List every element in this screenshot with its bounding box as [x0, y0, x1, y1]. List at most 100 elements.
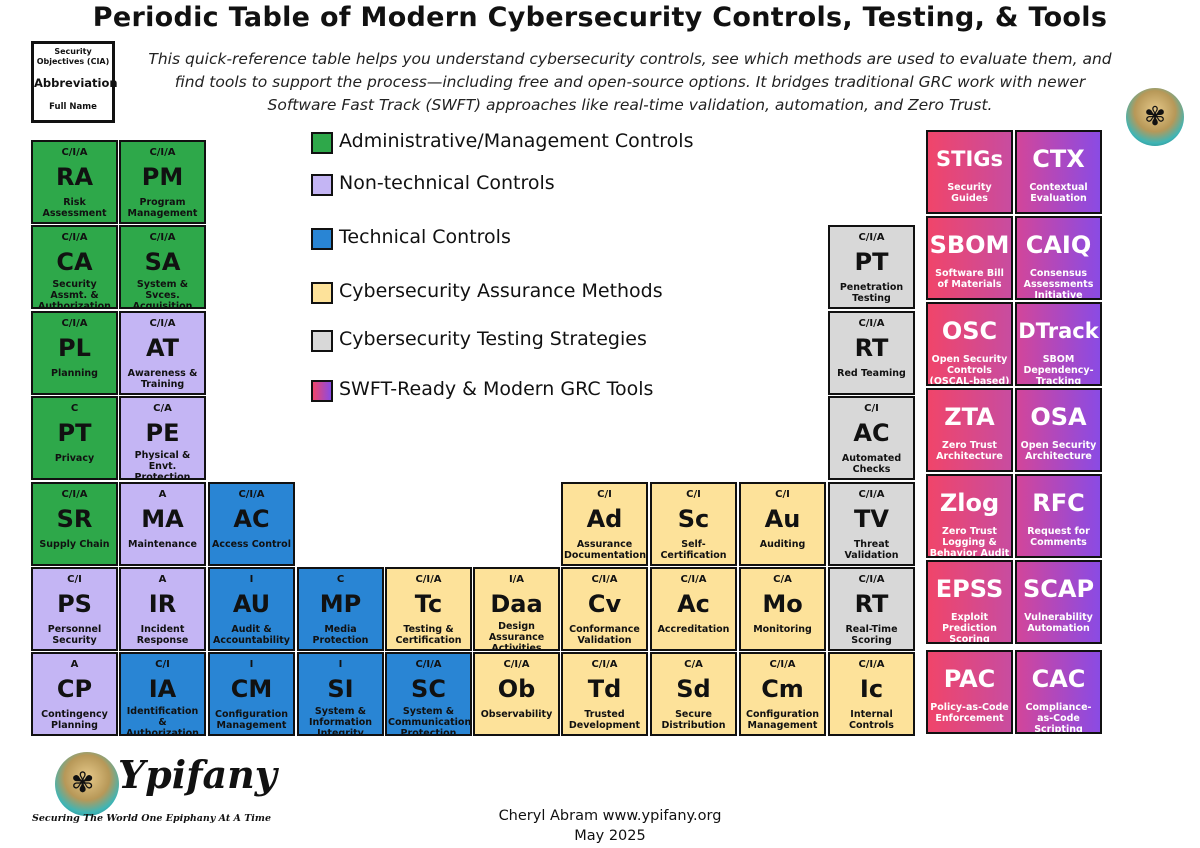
footer-author: Cheryl Abram www.ypifany.org [498, 808, 722, 824]
element-tile-ma: A MA Maintenance [119, 482, 206, 566]
legend-swatch [311, 132, 333, 154]
element-abbreviation: Sd [676, 675, 711, 703]
element-abbreviation: Au [764, 505, 801, 533]
tool-abbreviation: Zlog [939, 489, 1000, 517]
element-abbreviation: SC [411, 675, 446, 703]
element-cia: C/I/A [149, 232, 176, 243]
element-cia: C/I/A [858, 659, 885, 670]
tool-tile-cac: CAC Compliance-as-Code Scripting [1015, 650, 1102, 734]
legend-label: Administrative/Management Controls [339, 130, 694, 152]
element-abbreviation: Ob [497, 675, 536, 703]
tool-abbreviation: CTX [1032, 145, 1085, 173]
element-abbreviation: RT [854, 590, 889, 618]
element-abbreviation: IA [148, 675, 177, 703]
ypifany-logo-icon: ✾ [55, 752, 119, 816]
tool-tile-osc: OSC Open Security Controls (OSCAL-based) [926, 302, 1013, 386]
tool-abbreviation: OSC [941, 317, 998, 345]
element-tile-sd: C/A Sd Secure Distribution [650, 652, 737, 736]
element-cia: C/I/A [503, 659, 530, 670]
element-cia: C/A [684, 659, 703, 670]
element-tile-ca: C/I/A CA Security Assmt. & Authorization [31, 225, 118, 309]
element-abbreviation: Ac [677, 590, 710, 618]
tool-abbreviation: STIGs [936, 147, 1003, 171]
legend-label: SWFT-Ready & Modern GRC Tools [339, 378, 654, 400]
element-tile-ic: C/I/A Ic Internal Controls [828, 652, 915, 736]
element-cia: A [158, 574, 167, 585]
element-tile-sc: C/I/A SC System & Communication Protection [385, 652, 472, 736]
element-full-name: Self-Certification [660, 539, 727, 561]
legend-swatch [311, 228, 333, 250]
element-cia: C/I/A [415, 659, 442, 670]
element-abbreviation: Ic [859, 675, 884, 703]
page-title: Periodic Table of Modern Cybersecurity C… [92, 2, 1108, 33]
element-abbreviation: PL [58, 334, 91, 362]
element-full-name: Configuration Management [214, 709, 289, 731]
element-abbreviation: Td [587, 675, 622, 703]
element-cia: C/I [864, 403, 879, 414]
element-abbreviation: MP [319, 590, 362, 618]
element-full-name: System & Communication Protection [388, 706, 472, 736]
element-full-name: Secure Distribution [661, 709, 726, 731]
element-cia: C [336, 574, 345, 585]
element-tile-rt: C/I/A RT Red Teaming [828, 311, 915, 395]
legend-swatch [311, 174, 333, 196]
element-cia: A [70, 659, 79, 670]
element-cia: C/I [775, 489, 790, 500]
element-tile-mo: C/A Mo Monitoring [739, 567, 826, 651]
element-full-name: Maintenance [128, 539, 197, 550]
element-tile-cp: A CP Contingency Planning [31, 652, 118, 736]
tool-tile-rfc: RFC Request for Comments [1015, 474, 1102, 558]
element-abbreviation: AU [232, 590, 271, 618]
element-full-name: Incident Response [136, 624, 189, 646]
tool-tile-zlog: Zlog Zero Trust Logging & Behavior Audit [926, 474, 1013, 558]
element-tile-rt: C/I/A RT Real-Time Scoring [828, 567, 915, 651]
tool-full-name: Contextual Evaluation [1029, 182, 1088, 204]
tool-abbreviation: CAIQ [1025, 231, 1092, 259]
legend-swatch [311, 380, 333, 402]
tool-abbreviation: SCAP [1022, 575, 1095, 603]
element-tile-cm: C/I/A Cm Configuration Management [739, 652, 826, 736]
element-tile-at: C/I/A AT Awareness & Training [119, 311, 206, 395]
element-cia: C/I/A [591, 659, 618, 670]
element-cia: C/A [773, 574, 792, 585]
element-full-name: Physical & Envt. Protection [134, 450, 191, 480]
tool-full-name: Open Security Architecture [1020, 440, 1097, 462]
element-full-name: Penetration Testing [839, 282, 904, 304]
legend-label: Technical Controls [339, 226, 511, 248]
legend-swatch [311, 330, 333, 352]
element-cia: A [158, 489, 167, 500]
brand-logo-icon: ✾ [1126, 88, 1184, 146]
tool-tile-zta: ZTA Zero Trust Architecture [926, 388, 1013, 472]
element-tile-td: C/I/A Td Trusted Development [561, 652, 648, 736]
element-abbreviation: AC [233, 505, 270, 533]
element-cia: C/I/A [680, 574, 707, 585]
element-cia: C/I/A [858, 318, 885, 329]
element-full-name: Automated Checks [841, 453, 902, 475]
tool-full-name: Open Security Controls (OSCAL-based) [929, 354, 1010, 386]
element-abbreviation: Cm [761, 675, 804, 703]
element-full-name: Planning [51, 368, 98, 379]
tool-abbreviation: DTrack [1018, 319, 1099, 343]
tool-tile-epss: EPSS Exploit Prediction Scoring System [926, 560, 1013, 644]
tool-abbreviation: RFC [1032, 489, 1085, 517]
tool-tile-scap: SCAP Vulnerability Automation [1015, 560, 1102, 644]
tool-full-name: Compliance-as-Code Scripting [1025, 702, 1092, 734]
element-full-name: Awareness & Training [127, 368, 198, 390]
element-full-name: Risk Assessment [42, 197, 107, 219]
element-full-name: Monitoring [753, 624, 812, 635]
tool-full-name: Zero Trust Architecture [936, 440, 1003, 462]
element-cia: C/I [155, 659, 170, 670]
element-abbreviation: Ad [586, 505, 623, 533]
element-tile-sc: C/I Sc Self-Certification [650, 482, 737, 566]
element-cia: C/I/A [238, 489, 265, 500]
element-cia: C/I/A [61, 232, 88, 243]
tool-tile-sbom: SBOM Software Bill of Materials [926, 216, 1013, 300]
element-tile-ia: C/I IA Identification & Authorization [119, 652, 206, 736]
element-cia: I/A [508, 574, 525, 585]
tool-abbreviation: PAC [943, 665, 996, 693]
element-tile-cm: I CM Configuration Management [208, 652, 295, 736]
footer: Cheryl Abram www.ypifany.org May 2025 [420, 806, 800, 846]
element-abbreviation: PE [145, 419, 180, 447]
element-full-name: Personnel Security [47, 624, 102, 646]
element-cia: C [70, 403, 79, 414]
